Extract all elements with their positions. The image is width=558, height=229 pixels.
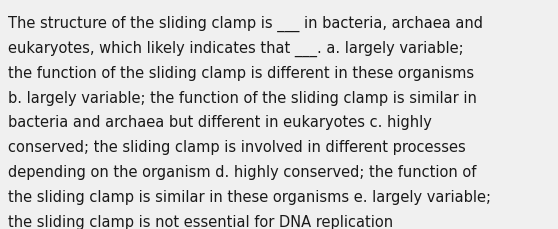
Text: b. largely variable; the function of the sliding clamp is similar in: b. largely variable; the function of the… (8, 90, 477, 105)
Text: the sliding clamp is similar in these organisms e. largely variable;: the sliding clamp is similar in these or… (8, 189, 492, 204)
Text: the sliding clamp is not essential for DNA replication: the sliding clamp is not essential for D… (8, 214, 393, 229)
Text: the function of the sliding clamp is different in these organisms: the function of the sliding clamp is dif… (8, 65, 474, 80)
Text: bacteria and archaea but different in eukaryotes c. highly: bacteria and archaea but different in eu… (8, 115, 432, 130)
Text: conserved; the sliding clamp is involved in different processes: conserved; the sliding clamp is involved… (8, 140, 466, 155)
Text: The structure of the sliding clamp is ___ in bacteria, archaea and: The structure of the sliding clamp is __… (8, 16, 483, 32)
Text: eukaryotes, which likely indicates that ___. a. largely variable;: eukaryotes, which likely indicates that … (8, 41, 464, 57)
Text: depending on the organism d. highly conserved; the function of: depending on the organism d. highly cons… (8, 164, 477, 179)
